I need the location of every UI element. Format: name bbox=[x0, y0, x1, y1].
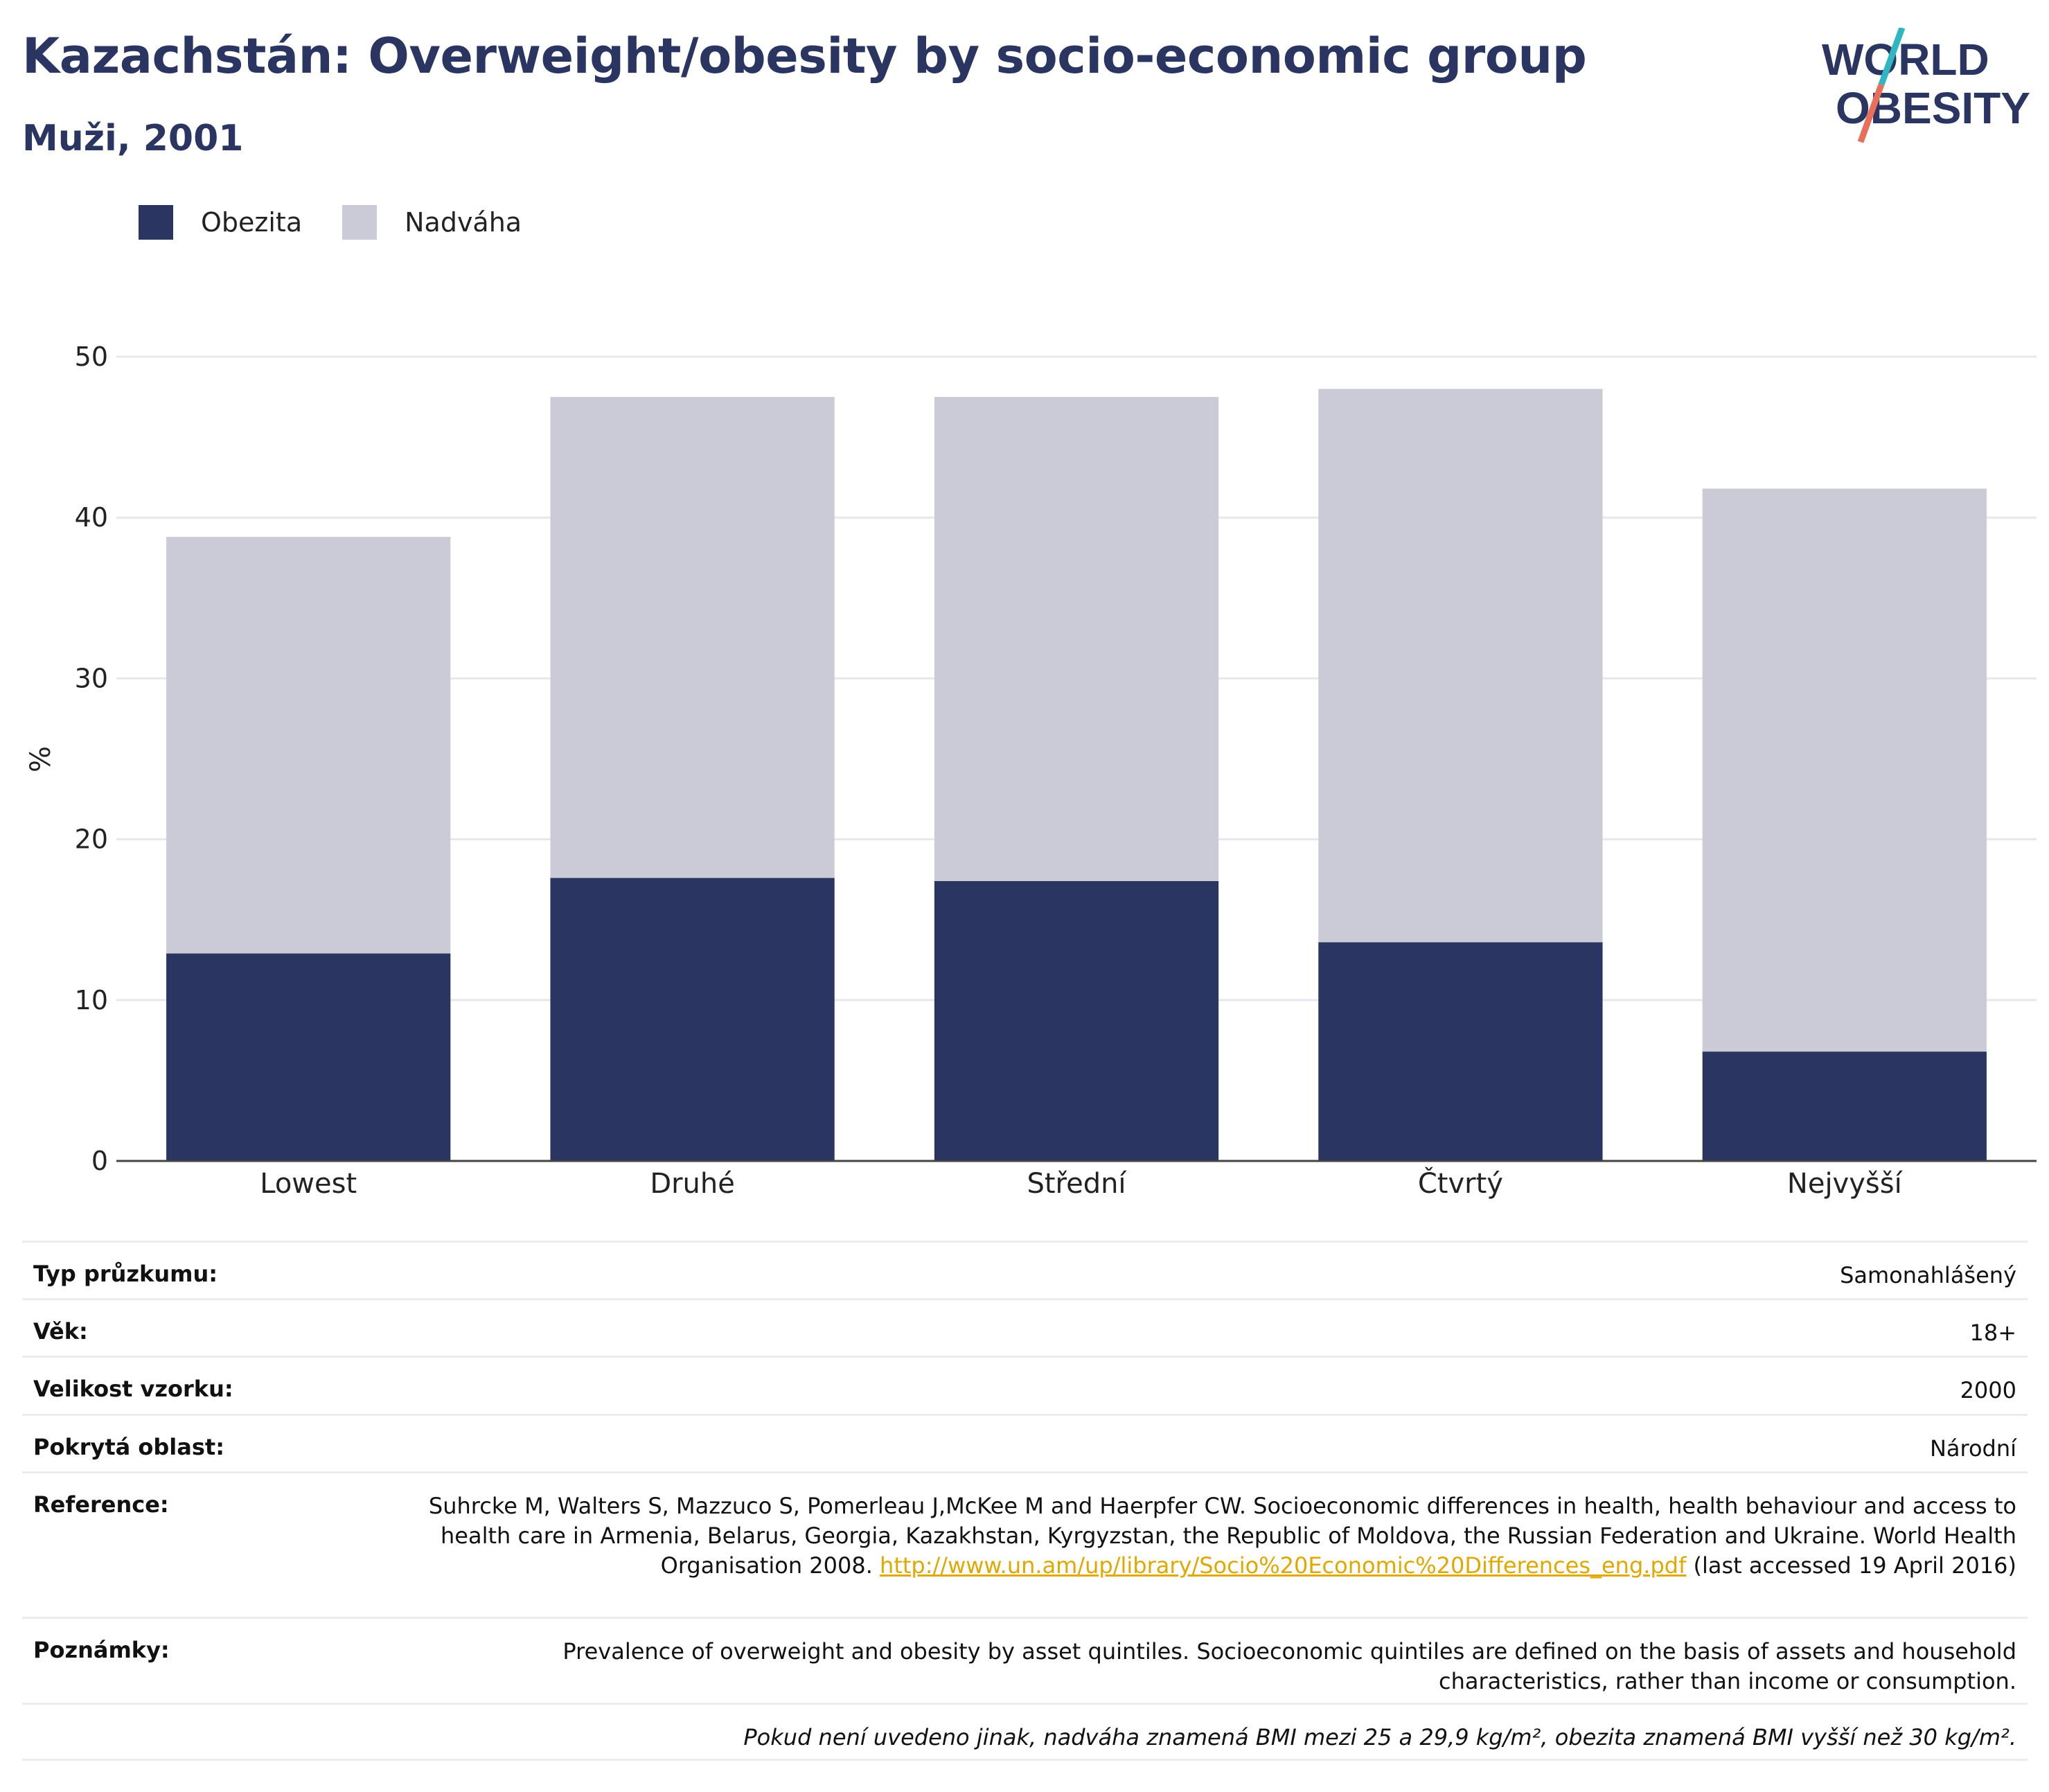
chart-subtitle: Muži, 2001 bbox=[22, 118, 244, 159]
logo-slash-teal bbox=[1878, 28, 1906, 86]
footnote: Pokud není uvedeno jinak, nadváha znamen… bbox=[743, 1724, 2016, 1750]
bar-chart: 0 10 20 30 40 50% Lowest Druhé Střední Čtvrtý Nejv… bbox=[25, 341, 2037, 1200]
x-tick-label: Čtvrtý bbox=[1418, 1166, 1503, 1200]
legend-label-obezita: Obezita bbox=[201, 207, 303, 238]
y-tick-label: 40 bbox=[75, 502, 108, 533]
legend-item-nadvaha[interactable]: Nadváha bbox=[342, 205, 522, 240]
row-value: Samonahlášený bbox=[1840, 1262, 2016, 1288]
row-label: Typ průzkumu: bbox=[33, 1261, 218, 1287]
table-row: Věk: 18+ bbox=[22, 1298, 2028, 1356]
legend-item-obezita[interactable]: Obezita bbox=[139, 205, 302, 240]
bar-nadvaha bbox=[1702, 488, 1987, 1052]
bar-nadvaha bbox=[550, 397, 835, 878]
info-table: Typ průzkumu: Samonahlášený Věk: 18+ Vel… bbox=[22, 1241, 2028, 1761]
world-obesity-logo: WORLD OBESITY bbox=[1822, 28, 2030, 143]
bar-obezita bbox=[550, 878, 835, 1161]
logo-slash-red bbox=[1857, 83, 1885, 143]
table-row: Velikost vzorku: 2000 bbox=[22, 1356, 2028, 1414]
row-label: Reference: bbox=[33, 1491, 169, 1518]
x-tick-label: Nejvyšší bbox=[1787, 1168, 1904, 1200]
y-tick-label: 10 bbox=[75, 985, 108, 1015]
y-axis-label: % bbox=[25, 746, 57, 772]
y-tick-label: 0 bbox=[91, 1146, 108, 1176]
y-tick-label: 20 bbox=[75, 824, 108, 855]
bar-obezita bbox=[1318, 942, 1603, 1161]
reference-text: Suhrcke M, Walters S, Mazzuco S, Pomerle… bbox=[428, 1493, 2016, 1579]
legend-label-nadvaha: Nadváha bbox=[405, 207, 522, 238]
reference-tail: (last accessed 19 April 2016) bbox=[1693, 1552, 2017, 1579]
row-label: Pokrytá oblast: bbox=[33, 1434, 224, 1460]
row-value: Národní bbox=[1929, 1435, 2016, 1462]
table-row: Typ průzkumu: Samonahlášený bbox=[22, 1241, 2028, 1298]
x-tick-label: Střední bbox=[1027, 1168, 1127, 1200]
table-row-reference: Reference: Suhrcke M, Walters S, Mazzuco… bbox=[22, 1471, 2028, 1617]
notes-value: Prevalence of overweight and obesity by … bbox=[562, 1638, 2016, 1694]
table-row-footnote: Pokud není uvedeno jinak, nadváha znamen… bbox=[22, 1703, 2028, 1761]
chart-title: Kazachstán: Overweight/obesity by socio-… bbox=[22, 28, 1587, 85]
legend-swatch-obezita bbox=[139, 205, 173, 240]
reference-value: Suhrcke M, Walters S, Mazzuco S, Pomerle… bbox=[421, 1491, 2016, 1617]
bar-obezita bbox=[934, 880, 1219, 1161]
table-row: Pokrytá oblast: Národní bbox=[22, 1414, 2028, 1471]
bar-nadvaha bbox=[934, 397, 1219, 881]
table-row-notes: Poznámky: Prevalence of overweight and o… bbox=[22, 1617, 2028, 1703]
bar-nadvaha bbox=[166, 537, 451, 954]
row-value: 18+ bbox=[1969, 1320, 2016, 1346]
row-label: Velikost vzorku: bbox=[33, 1376, 233, 1402]
bar-obezita bbox=[1702, 1052, 1987, 1161]
logo-line1: WORLD bbox=[1822, 35, 1989, 85]
y-tick-label: 50 bbox=[75, 341, 108, 372]
x-tick-label: Druhé bbox=[650, 1168, 735, 1200]
bar-obezita bbox=[166, 953, 451, 1161]
bar-nadvaha bbox=[1318, 389, 1603, 943]
x-tick-label: Lowest bbox=[260, 1168, 357, 1200]
row-value: 2000 bbox=[1960, 1377, 2016, 1403]
reference-link[interactable]: http://www.un.am/up/library/Socio%20Econ… bbox=[880, 1552, 1687, 1579]
y-tick-label: 30 bbox=[75, 663, 108, 693]
row-label: Poznámky: bbox=[33, 1637, 170, 1663]
row-label: Věk: bbox=[33, 1318, 88, 1345]
legend-swatch-nadvaha bbox=[342, 205, 378, 240]
chart-legend: Obezita Nadváha bbox=[139, 205, 562, 240]
